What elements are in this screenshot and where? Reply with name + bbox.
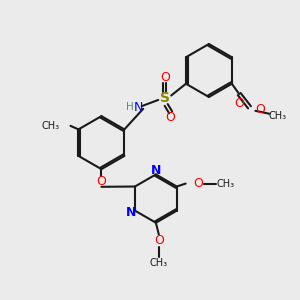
Text: N: N xyxy=(126,206,136,219)
Text: CH₃: CH₃ xyxy=(42,121,60,131)
Text: O: O xyxy=(97,175,106,188)
Text: CH₃: CH₃ xyxy=(217,178,235,189)
Text: H: H xyxy=(125,102,133,112)
Text: O: O xyxy=(160,71,170,84)
Text: O: O xyxy=(154,235,164,248)
Text: S: S xyxy=(160,92,170,106)
Text: O: O xyxy=(193,177,203,190)
Text: N: N xyxy=(151,164,161,177)
Text: CH₃: CH₃ xyxy=(150,258,168,268)
Text: CH₃: CH₃ xyxy=(268,111,286,121)
Text: O: O xyxy=(166,111,176,124)
Text: O: O xyxy=(234,97,244,110)
Text: O: O xyxy=(255,103,265,116)
Text: N: N xyxy=(134,101,143,114)
